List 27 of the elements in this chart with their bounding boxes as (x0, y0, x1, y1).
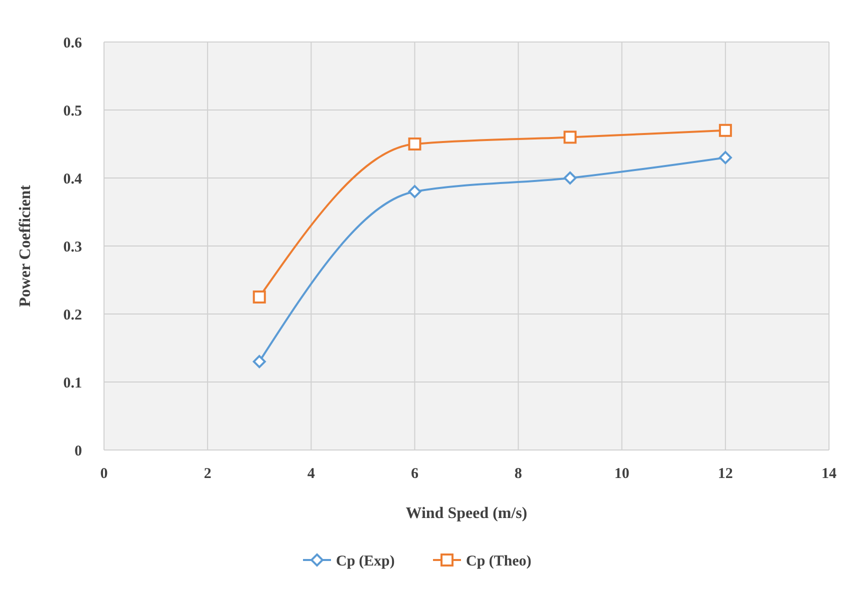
x-tick-label: 14 (822, 466, 837, 482)
x-tick-label: 0 (100, 466, 108, 482)
y-tick-label: 0.5 (63, 103, 82, 120)
x-tick-label: 12 (718, 466, 733, 482)
x-tick-label: 2 (204, 466, 212, 482)
point (408, 138, 422, 150)
point (252, 355, 266, 368)
point (408, 185, 422, 198)
x-tick-label: 8 (514, 466, 522, 482)
point (564, 130, 577, 144)
point (252, 290, 266, 304)
point (718, 151, 732, 164)
x-tick-label: 6 (410, 466, 419, 482)
y-tick-label: 0.4 (63, 171, 82, 188)
y-tick-label: 0.2 (63, 307, 82, 324)
y-tick-label: 0.1 (63, 375, 82, 392)
x-tick-label: 4 (307, 466, 316, 482)
x-axis-title: Wind Speed (m/s) (406, 505, 528, 522)
point (564, 172, 577, 184)
y-tick-label: 0.6 (63, 35, 82, 52)
legend-label: Cp (Theo) (466, 553, 532, 570)
x-tick-label: 10 (614, 466, 630, 482)
y-tick-label: 0 (74, 443, 82, 460)
point (718, 124, 732, 137)
y-axis-title: Power Coefficient (17, 184, 34, 307)
y-tick-label: 0.3 (63, 239, 82, 256)
legend-label: Cp (Exp) (336, 553, 395, 570)
